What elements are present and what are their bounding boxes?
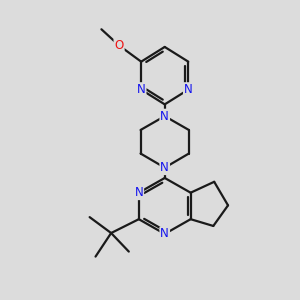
Text: O: O — [115, 39, 124, 52]
Text: N: N — [134, 186, 143, 199]
Text: N: N — [160, 110, 169, 123]
Text: N: N — [160, 227, 169, 240]
Text: N: N — [160, 161, 169, 174]
Text: N: N — [137, 83, 146, 96]
Text: N: N — [184, 83, 193, 96]
